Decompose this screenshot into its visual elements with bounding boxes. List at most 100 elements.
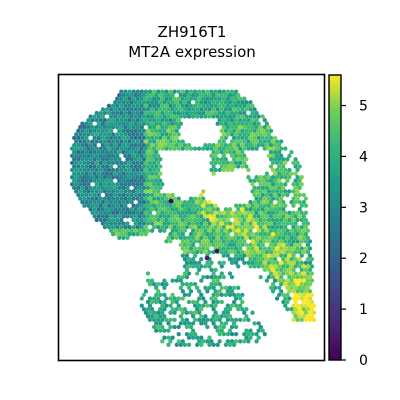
spot — [272, 235, 278, 240]
spot — [102, 210, 108, 215]
spot — [190, 314, 196, 319]
spot — [229, 117, 235, 123]
spot — [123, 203, 128, 208]
spot — [219, 221, 224, 226]
spot — [299, 267, 304, 273]
spot — [250, 146, 255, 151]
spot — [176, 89, 181, 94]
spot — [166, 214, 171, 219]
spot — [201, 303, 206, 308]
spot — [299, 317, 304, 323]
spot — [225, 117, 231, 123]
spot — [236, 128, 241, 133]
spot — [248, 228, 253, 233]
spot — [78, 139, 83, 144]
spot — [215, 292, 220, 298]
spot — [281, 199, 286, 205]
spot — [274, 296, 280, 301]
spot — [219, 142, 224, 148]
spot — [88, 128, 93, 133]
spot — [151, 203, 157, 208]
spot — [215, 342, 220, 347]
spot — [225, 96, 231, 101]
spot — [203, 142, 208, 148]
spot — [203, 242, 208, 248]
spot — [178, 207, 183, 212]
spot — [188, 146, 194, 151]
spot — [145, 142, 151, 148]
spot — [246, 232, 251, 237]
spot — [217, 317, 222, 323]
spot — [254, 125, 259, 130]
spot — [225, 289, 231, 294]
spot — [213, 203, 218, 208]
spot — [139, 232, 144, 237]
spot — [190, 214, 196, 219]
spot — [252, 114, 257, 119]
spot — [205, 232, 210, 237]
spot — [170, 207, 175, 212]
spot — [197, 246, 202, 251]
spot — [266, 232, 272, 237]
spot — [240, 221, 245, 226]
spot — [162, 307, 167, 312]
spot — [164, 132, 169, 137]
spot — [236, 135, 241, 141]
spot — [233, 96, 239, 101]
spot — [190, 335, 196, 340]
spot — [149, 214, 155, 219]
spot — [221, 274, 226, 280]
spot — [176, 217, 181, 223]
spot — [268, 207, 274, 212]
spot — [172, 210, 177, 215]
spot — [188, 110, 194, 116]
spot — [246, 253, 251, 258]
spot — [246, 103, 251, 108]
spot — [104, 199, 110, 205]
spot — [102, 125, 108, 130]
spot — [80, 199, 85, 205]
spot — [156, 182, 161, 187]
spot — [252, 135, 257, 141]
spot — [305, 242, 311, 248]
spot — [231, 342, 237, 347]
spot — [176, 274, 181, 280]
spot — [297, 214, 302, 219]
spot — [162, 135, 167, 141]
spot — [141, 171, 147, 176]
spot — [227, 221, 233, 226]
spot — [127, 160, 132, 166]
spot — [203, 235, 208, 240]
spot — [115, 232, 120, 237]
spot — [154, 157, 159, 162]
spot — [201, 339, 206, 344]
spot — [115, 217, 120, 223]
spot — [98, 182, 103, 187]
spot — [281, 207, 286, 212]
spot — [90, 146, 95, 151]
spot — [98, 189, 103, 194]
spot — [285, 299, 290, 305]
spot — [180, 310, 185, 315]
spot — [82, 175, 87, 180]
spot — [240, 292, 245, 298]
spot — [205, 89, 210, 94]
spot — [174, 228, 179, 233]
spot — [147, 139, 153, 144]
spot — [100, 128, 106, 133]
spot — [217, 103, 222, 108]
spot — [195, 264, 200, 269]
spot — [270, 146, 276, 151]
spot — [244, 121, 249, 126]
spot — [151, 160, 157, 166]
spot — [178, 235, 183, 240]
spot — [133, 100, 138, 105]
spot — [84, 192, 89, 198]
spot — [92, 164, 97, 169]
spot — [258, 324, 263, 330]
spot — [248, 257, 253, 262]
spot — [123, 96, 128, 101]
spot — [217, 260, 222, 265]
spot — [182, 92, 188, 98]
spot — [127, 146, 132, 151]
